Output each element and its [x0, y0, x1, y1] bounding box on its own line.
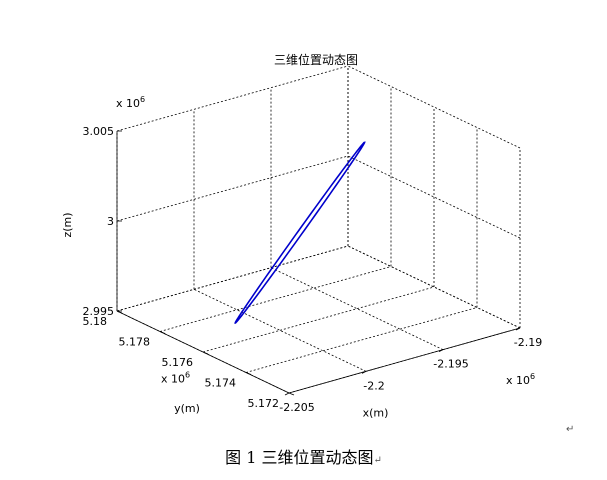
y-tick-label: 5.178 — [119, 336, 151, 349]
y-axis-label: y(m) — [174, 402, 200, 415]
grid-lines — [116, 65, 521, 394]
grid-line-floor-y — [159, 266, 392, 332]
y-tick-label: 5.18 — [83, 315, 108, 328]
y-tick — [159, 331, 166, 334]
grid-line-floor-x — [270, 267, 444, 351]
paragraph-mark-right: ↵ — [566, 424, 575, 435]
x-tick-label: -2.195 — [433, 358, 468, 371]
z-tick-label: 2.995 — [83, 305, 115, 318]
y-tick — [245, 372, 252, 375]
x-axis-line — [288, 327, 521, 394]
series-curve — [234, 141, 366, 324]
grid-line-floor-x — [193, 288, 367, 372]
grid-line-back-z — [116, 65, 349, 132]
z-axis-label: z(m) — [61, 212, 74, 237]
x-tick-label: -2.205 — [279, 401, 314, 414]
z-tick-label: 3 — [107, 215, 114, 228]
z-exponent-label: x 106 — [116, 95, 145, 110]
series-line — [234, 141, 366, 324]
y-tick — [202, 351, 209, 355]
y-tick-label: 5.176 — [162, 356, 194, 369]
x-axis-label: x(m) — [363, 407, 389, 420]
axes — [116, 130, 521, 396]
z-tick-label: 3.005 — [83, 125, 115, 138]
y-exponent-label: x 106 — [161, 371, 190, 386]
x-tick — [361, 370, 367, 374]
x-tick — [284, 392, 290, 396]
x-tick-label: -2.19 — [514, 336, 542, 349]
x-exponent-label: x 106 — [506, 372, 535, 387]
y-tick — [288, 392, 295, 396]
x-tick — [438, 349, 444, 353]
paragraph-mark: ↵ — [373, 455, 382, 466]
y-tick-label: 5.174 — [205, 377, 237, 390]
grid-line-floor-y — [116, 245, 349, 312]
caption-text: 图 1 三维位置动态图 — [225, 448, 374, 467]
figure-caption: 图 1 三维位置动态图↵ — [0, 444, 607, 468]
y-tick-label: 5.172 — [248, 397, 280, 410]
axis-labels: -2.205 -2.2 -2.195 -2.19 5.172 5.174 5.176 5.17… — [61, 95, 542, 420]
chart-title: 三维位置动态图 — [274, 52, 358, 67]
x-tick-label: -2.2 — [363, 379, 384, 392]
chart-svg: 三维位置动态图 -2.205 -2.2 -2.195 -2.19 5.172 5.174 5… — [61, 52, 542, 420]
x-tick — [515, 327, 521, 331]
